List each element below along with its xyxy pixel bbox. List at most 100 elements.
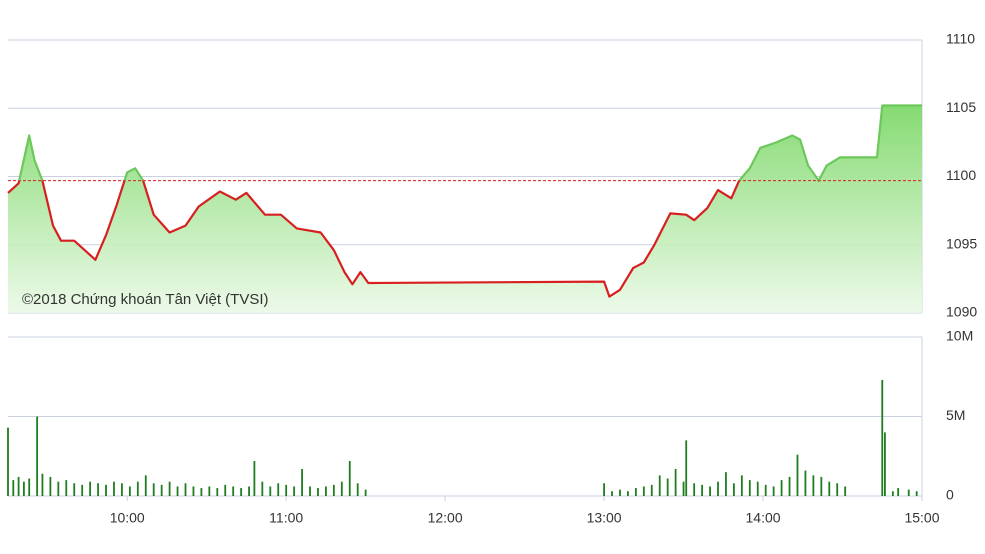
volume-bar xyxy=(650,484,653,496)
volume-bar xyxy=(820,476,823,496)
volume-bar xyxy=(105,484,107,496)
price-area xyxy=(8,105,922,313)
volume-bar xyxy=(12,480,15,496)
volume-bar xyxy=(121,483,123,496)
volume-bar xyxy=(836,483,839,496)
volume-bar xyxy=(748,480,751,496)
x-tick-label: 14:00 xyxy=(746,510,781,526)
watermark: ©2018 Chứng khoán Tân Việt (TVSI) xyxy=(22,291,269,308)
volume-bar xyxy=(232,486,235,496)
volume-bar xyxy=(253,461,256,496)
volume-bar xyxy=(812,475,815,496)
volume-bar xyxy=(844,486,847,496)
volume-bar xyxy=(224,484,227,496)
volume-bar xyxy=(184,483,187,496)
volume-bar xyxy=(603,483,605,496)
volume-bar xyxy=(240,488,243,496)
volume-bar xyxy=(772,486,775,496)
x-tick-label: 10:00 xyxy=(110,510,145,526)
volume-bar xyxy=(740,475,743,496)
volume-bar xyxy=(176,486,179,496)
volume-bar xyxy=(7,427,9,496)
volume-bar xyxy=(788,476,791,496)
volume-bar xyxy=(685,440,688,496)
volume-bar xyxy=(619,489,621,496)
volume-bar xyxy=(725,472,727,496)
volume-bar xyxy=(285,484,288,496)
volume-bar xyxy=(682,481,685,496)
volume-bar xyxy=(97,483,99,496)
volume-bar xyxy=(666,478,669,496)
volume-bar xyxy=(136,481,139,496)
y-tick-label: 1095 xyxy=(946,235,977,251)
volume-bar xyxy=(81,484,84,496)
volume-bar xyxy=(261,481,264,496)
volume-bar xyxy=(804,470,807,496)
volume-bar xyxy=(780,480,783,496)
volume-bar xyxy=(701,484,704,496)
volume-bar xyxy=(65,480,68,496)
volume-bar xyxy=(269,486,272,496)
y-tick-label: 1110 xyxy=(946,31,975,47)
volume-bar xyxy=(764,484,767,496)
volume-bar xyxy=(658,475,661,496)
volume-bar xyxy=(73,483,76,496)
x-tick-label: 13:00 xyxy=(587,510,622,526)
price-line xyxy=(7,104,922,298)
volume-bar xyxy=(49,476,52,496)
volume-bar xyxy=(168,481,171,496)
volume-bar xyxy=(89,481,92,496)
volume-bar xyxy=(891,491,894,496)
x-tick-label: 12:00 xyxy=(428,510,463,526)
volume-bar xyxy=(113,481,115,496)
volume-bar xyxy=(693,483,696,496)
volume-bar xyxy=(28,478,31,496)
volume-bar xyxy=(642,486,645,496)
volume-bar xyxy=(36,416,39,496)
volume-bar xyxy=(301,468,303,496)
volume-bar xyxy=(248,486,250,496)
volume-bar xyxy=(611,491,613,496)
y-tick-label: 0 xyxy=(946,487,954,503)
volume-bar xyxy=(41,473,44,496)
volume-bar xyxy=(317,488,319,496)
volume-bar xyxy=(192,486,195,496)
y-tick-label: 10M xyxy=(946,328,973,344)
volume-bar xyxy=(674,468,677,496)
volume-bar xyxy=(733,483,735,496)
volume-bar xyxy=(634,488,637,496)
y-tick-label: 1100 xyxy=(946,167,976,183)
volume-bar xyxy=(796,454,799,496)
volume-bar xyxy=(356,483,359,496)
volume-bar xyxy=(128,486,131,496)
volume-bar xyxy=(144,475,147,496)
volume-bar xyxy=(915,491,918,496)
x-tick-label: 11:00 xyxy=(269,510,303,526)
volume-bar xyxy=(57,481,60,496)
y-tick-label: 1090 xyxy=(946,304,977,320)
volume-bar xyxy=(881,379,884,496)
y-tick-label: 1105 xyxy=(946,99,976,115)
volume-bar xyxy=(152,483,155,496)
volume-bar xyxy=(364,489,367,496)
volume-bar xyxy=(325,486,327,496)
volume-bar xyxy=(200,488,203,496)
volume-bar xyxy=(293,486,296,496)
volume-bar xyxy=(332,484,335,496)
volume-bar xyxy=(216,488,219,496)
volume-bar xyxy=(160,484,163,496)
volume-bar xyxy=(309,486,311,496)
volume-bar xyxy=(828,481,831,496)
volume-bar xyxy=(348,461,351,496)
volume-bar xyxy=(627,491,629,496)
volume-bar xyxy=(22,481,25,496)
volume-bar xyxy=(907,489,910,496)
y-tick-label: 5M xyxy=(946,407,965,423)
volume-bar xyxy=(17,476,20,496)
volume-bar xyxy=(208,486,211,496)
volume-bar xyxy=(884,432,886,496)
volume-bar xyxy=(897,488,900,496)
volume-bar xyxy=(717,481,719,496)
x-tick-label: 15:00 xyxy=(904,510,939,526)
